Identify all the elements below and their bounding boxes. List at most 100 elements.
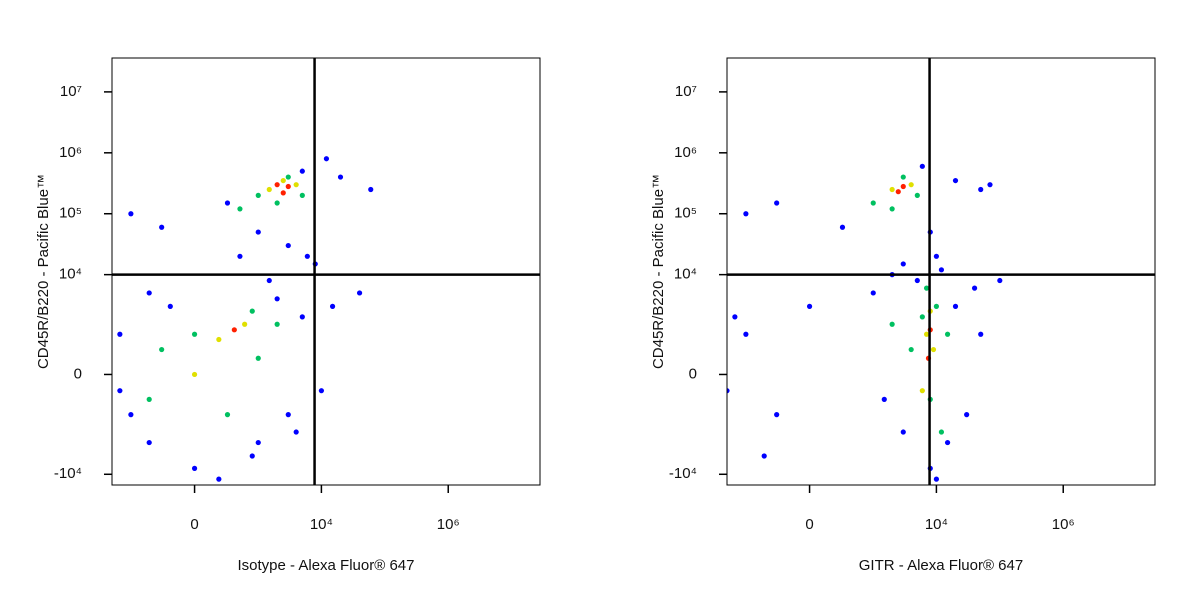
event-point (938, 429, 945, 435)
x-axis-label: Isotype - Alexa Fluor® 647 (238, 557, 415, 574)
event-point (952, 303, 959, 309)
y-tick-label: 10⁶ (674, 144, 697, 161)
y-tick-label: 10⁵ (674, 205, 697, 222)
event-point (293, 429, 299, 435)
event-point (266, 277, 272, 284)
event-point (930, 346, 937, 353)
event-point (895, 189, 901, 195)
event-point (839, 224, 846, 230)
event-point (743, 331, 749, 337)
event-point (128, 211, 134, 217)
event-point (337, 174, 344, 180)
event-point (285, 183, 291, 190)
event-point (987, 182, 993, 188)
event-point (159, 224, 165, 230)
event-point (191, 331, 198, 337)
event-point (933, 253, 940, 259)
event-point (881, 396, 887, 402)
y-tick-label: 0 (74, 365, 82, 382)
event-point (117, 388, 123, 394)
event-point (743, 211, 749, 217)
event-point (923, 331, 930, 337)
event-point (900, 429, 906, 435)
event-point (146, 396, 152, 402)
event-point (889, 321, 895, 327)
event-point (944, 439, 951, 446)
x-axis-label: GITR - Alexa Fluor® 647 (859, 557, 1023, 574)
y-tick-label: 10⁶ (59, 144, 82, 161)
event-point (167, 303, 173, 309)
event-point (914, 192, 920, 198)
event-point (900, 174, 906, 180)
event-point (191, 465, 198, 471)
event-point (274, 321, 280, 327)
event-point (870, 290, 876, 296)
event-point (952, 177, 959, 184)
event-point (908, 182, 914, 188)
event-point (964, 412, 970, 418)
y-tick-label: 10⁵ (59, 205, 82, 222)
event-point (299, 314, 305, 320)
event-point (933, 476, 940, 482)
y-tick-label: 0 (689, 365, 697, 382)
event-point (242, 321, 248, 327)
event-point (774, 200, 780, 206)
y-tick-label: -10⁴ (54, 465, 82, 482)
event-point (971, 285, 978, 291)
event-point (249, 453, 255, 459)
event-point (323, 156, 330, 162)
x-tick-label: 10⁴ (310, 516, 333, 533)
event-point (285, 412, 291, 418)
event-point (889, 186, 895, 193)
event-point (285, 242, 291, 249)
event-point (997, 277, 1003, 284)
event-point (117, 331, 123, 337)
points (117, 156, 374, 482)
y-tick-label: 10⁷ (60, 83, 82, 100)
y-tick-label: 10⁴ (59, 266, 82, 283)
x-tick-label: 0 (190, 516, 198, 533)
event-point (255, 192, 261, 198)
event-point (280, 177, 286, 184)
event-point (919, 314, 925, 320)
event-point (919, 163, 925, 169)
event-point (933, 303, 940, 309)
y-tick-label: -10⁴ (669, 465, 697, 482)
event-point (806, 303, 813, 309)
event-point (128, 412, 134, 418)
x-tick-label: 10⁶ (437, 516, 460, 533)
event-point (216, 336, 222, 343)
event-point (274, 200, 280, 206)
event-point (266, 186, 272, 193)
y-axis-label: CD45R/B220 - Pacific Blue™ (35, 174, 52, 369)
event-point (159, 346, 165, 353)
event-point (231, 327, 237, 333)
points (727, 163, 1003, 482)
event-point (978, 331, 984, 337)
event-point (900, 261, 906, 267)
event-point (249, 308, 255, 314)
event-point (368, 186, 374, 193)
event-point (914, 277, 920, 284)
event-point (224, 412, 231, 418)
event-point (732, 314, 738, 320)
x-tick-label: 10⁶ (1052, 516, 1075, 533)
event-point (237, 253, 243, 259)
event-point (870, 200, 876, 206)
y-tick-label: 10⁷ (675, 83, 697, 100)
event-point (919, 388, 925, 394)
x-tick-label: 0 (805, 516, 813, 533)
event-point (889, 206, 895, 212)
event-point (774, 412, 780, 418)
event-point (908, 346, 914, 353)
event-point (304, 253, 310, 259)
event-point (299, 192, 305, 198)
event-point (224, 200, 231, 206)
event-point (923, 285, 930, 291)
plot-panel: 0 10⁴ 10⁶ -10⁴ 0 10⁴ 10⁵ 10⁶ 10⁷ Isotype - Alexa … (35, 57, 541, 574)
event-point (318, 388, 325, 394)
y-tick-label: 10⁴ (674, 266, 697, 283)
event-point (978, 186, 984, 193)
